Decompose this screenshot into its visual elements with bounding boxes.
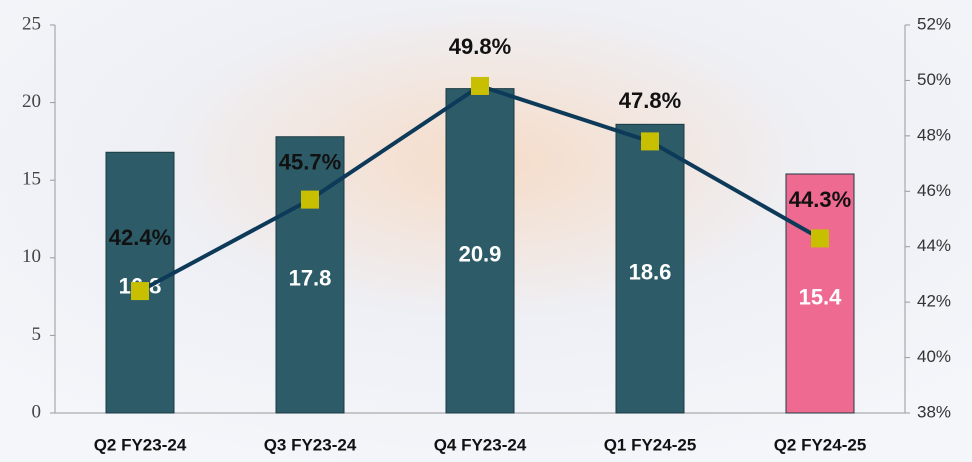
line-label: 44.3% (789, 187, 851, 212)
bar (615, 123, 685, 414)
y-tick-label: 25 (22, 13, 41, 34)
marker (811, 229, 829, 248)
bar-label: 17.8 (289, 266, 332, 291)
bar-label: 15.4 (799, 284, 843, 309)
bar-label: 18.6 (629, 259, 672, 284)
line-label: 47.8% (619, 88, 681, 113)
y2-tick-label: 46% (917, 181, 951, 200)
line-label: 42.4% (109, 225, 171, 250)
bar-label: 20.9 (459, 242, 502, 267)
line-label: 45.7% (279, 149, 341, 174)
x-tick-label: Q4 FY23-24 (434, 435, 527, 454)
bar (785, 173, 855, 414)
x-tick-label: Q2 FY24-25 (774, 435, 867, 454)
bar (445, 88, 515, 414)
marker (131, 282, 149, 301)
x-tick-label: Q2 FY23-24 (94, 435, 187, 454)
marker (301, 190, 319, 209)
y-tick-label: 10 (22, 246, 41, 267)
y2-tick-label: 50% (917, 70, 951, 89)
y2-tick-label: 44% (917, 236, 951, 255)
y2-tick-label: 42% (917, 292, 951, 311)
line-label: 49.8% (449, 34, 511, 59)
y2-tick-label: 48% (917, 125, 951, 144)
y-tick-label: 15 (22, 169, 41, 190)
y2-tick-label: 40% (917, 347, 951, 366)
y-tick-label: 5 (32, 324, 42, 345)
x-tick-label: Q1 FY24-25 (604, 435, 697, 454)
marker (641, 132, 659, 151)
y2-tick-label: 38% (917, 402, 951, 421)
y2-tick-label: 52% (917, 14, 951, 33)
marker (471, 76, 489, 95)
y-tick-label: 20 (22, 91, 41, 112)
x-tick-label: Q3 FY23-24 (264, 435, 357, 454)
y-tick-label: 0 (32, 401, 42, 422)
